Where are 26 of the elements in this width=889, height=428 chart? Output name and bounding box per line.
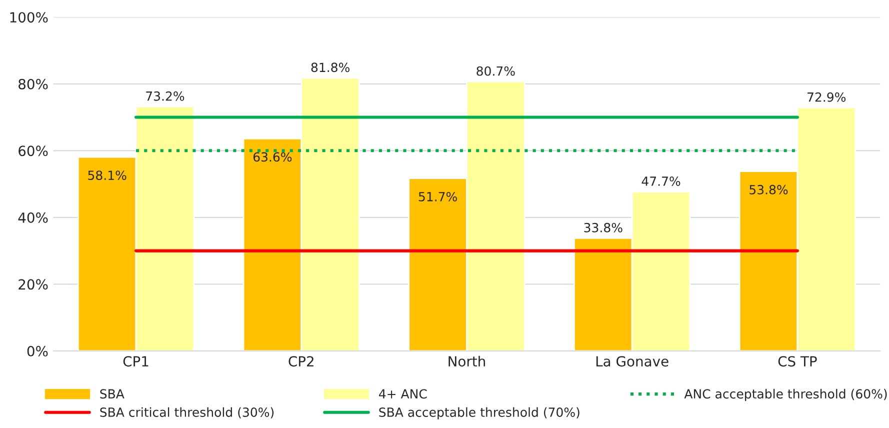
x-tick-label: North [448,356,485,367]
legend-label: SBA acceptable threshold (70%) [379,407,580,420]
y-tick-label: 0% [27,346,48,356]
x-tick-label: CP1 [123,356,148,367]
y-tick-label: 60% [18,146,48,156]
legend-label: SBA [100,389,124,399]
x-tick-label: CS TP [778,356,817,367]
data-label: 53.8% [750,184,788,194]
x-tick-label: CP2 [288,356,314,367]
data-label: 63.6% [253,152,292,162]
data-label: 72.9% [808,92,846,102]
data-label: 33.8% [584,222,622,232]
y-tick-label: 80% [18,78,48,90]
data-label: 80.7% [476,66,515,76]
x-tick-label: La Gonave [596,356,668,367]
legend-label: ANC acceptable threshold (60%) [684,388,887,402]
y-tick-label: 20% [18,279,48,290]
data-label: 58.1% [88,170,126,180]
data-label: 47.7% [642,176,680,186]
data-label: 73.2% [146,91,184,101]
y-tick-label: 100% [10,12,48,23]
data-label: 81.8% [311,62,350,72]
legend-label: SBA critical threshold (30%) [100,407,274,418]
data-label: 51.7% [418,192,457,202]
legend-label: 4+ ANC [378,389,427,399]
y-tick-label: 40% [18,212,48,223]
